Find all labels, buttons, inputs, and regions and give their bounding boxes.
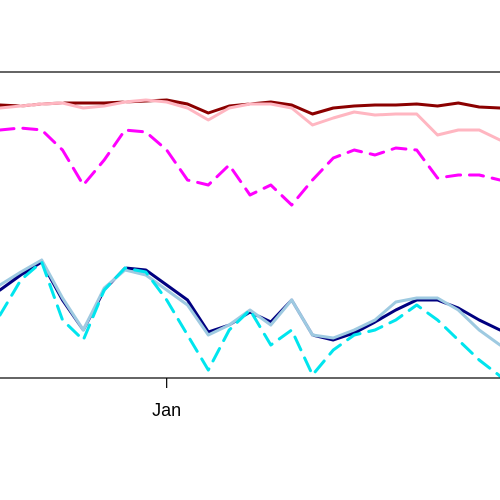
series-line [0,260,500,342]
x-tick-label: Jan [152,400,181,420]
series-line [0,98,500,142]
plot-frame [0,71,500,379]
series-line [0,258,500,347]
series-line [0,260,500,378]
series-line [0,126,500,207]
